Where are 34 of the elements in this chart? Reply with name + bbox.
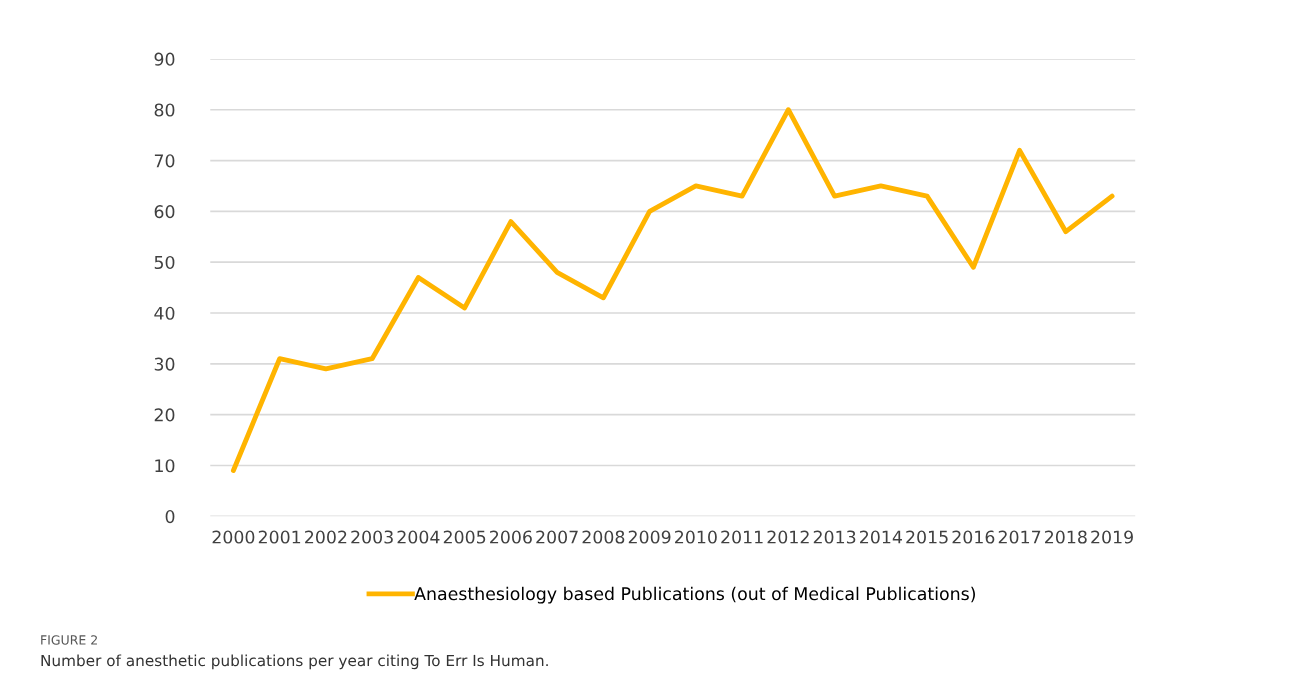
y-tick-label: 20 <box>154 408 175 422</box>
x-tick-label: 2019 <box>1091 530 1133 544</box>
legend-label: Anaesthesiology based Publications (out of Medical Publications) <box>414 586 975 604</box>
x-tick-label: 2009 <box>628 530 671 544</box>
x-tick-label: 2012 <box>767 530 809 544</box>
x-tick-label: 2018 <box>1045 530 1087 544</box>
y-tick-label: 30 <box>154 357 175 371</box>
x-tick-label: 2016 <box>952 530 995 544</box>
x-tick-label: 2014 <box>860 530 902 544</box>
y-tick-label: 10 <box>155 459 175 473</box>
x-tick-label: 2010 <box>675 530 717 544</box>
y-tick-label: 40 <box>154 306 175 320</box>
x-tick-label: 2008 <box>582 530 625 544</box>
x-tick-label: 2004 <box>397 530 440 544</box>
y-tick-label: 60 <box>154 205 175 219</box>
x-tick-label: 2003 <box>351 530 393 544</box>
x-tick-label: 2011 <box>721 530 763 544</box>
y-tick-label: 80 <box>154 103 175 117</box>
y-tick-label: 0 <box>165 510 175 524</box>
x-tick-label: 2017 <box>998 530 1041 544</box>
line-series <box>230 107 1115 473</box>
x-tick-label: 2007 <box>536 530 578 544</box>
x-tick-label: 2002 <box>305 530 347 544</box>
x-tick-label: 2000 <box>212 530 255 544</box>
y-tick-label: 90 <box>154 52 175 66</box>
x-tick-label: 2006 <box>490 530 532 544</box>
x-tick-label: 2013 <box>813 530 856 544</box>
y-tick-label: 70 <box>154 154 175 168</box>
caption: FIGURE 2 <box>41 635 97 645</box>
x-tick-label: 2015 <box>906 530 948 544</box>
y-tick-label: 50 <box>154 255 175 270</box>
text: Number of anesthetic publications per year citing To Err Is Human. <box>41 654 548 670</box>
x-tick-label: 2001 <box>258 530 301 544</box>
x-tick-label: 2005 <box>443 530 486 544</box>
